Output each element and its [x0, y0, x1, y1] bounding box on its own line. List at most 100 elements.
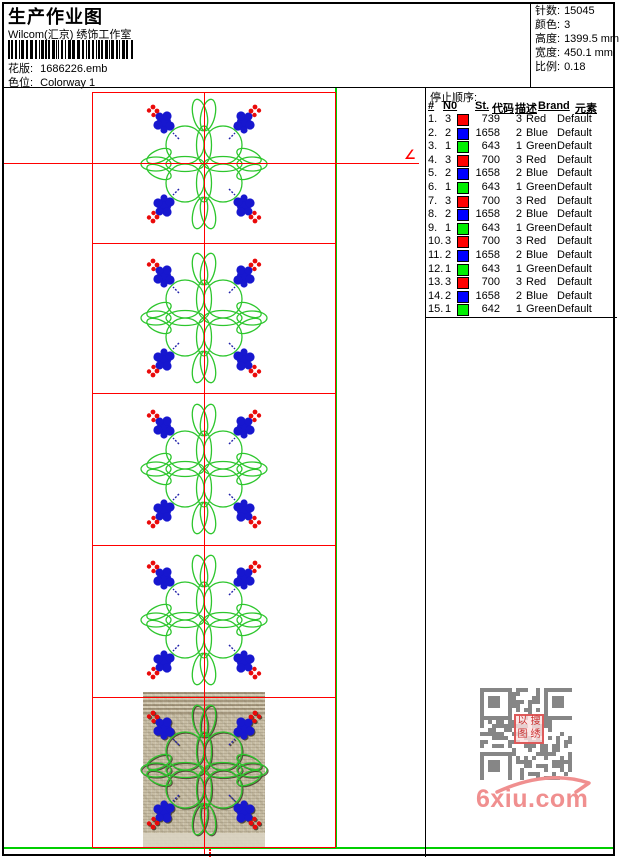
- color-swatch: [457, 222, 469, 235]
- color-swatch: [457, 304, 469, 317]
- thread-description: Green: [526, 181, 557, 193]
- table-row: 7. 3 700 3 Red Default: [425, 195, 618, 208]
- needle-number: 2: [445, 249, 452, 261]
- stop-sequence-title: 停止顺序:: [430, 92, 478, 104]
- thread-brand: Default: [557, 276, 592, 289]
- thread-brand: Default: [557, 194, 592, 207]
- needle-number: 1: [445, 303, 452, 316]
- thread-description: Red: [526, 153, 547, 166]
- tile-separator: [92, 545, 336, 546]
- colorway-label: 色位:: [8, 77, 34, 89]
- column-header: 元素: [575, 103, 597, 115]
- stat-label: 高度:: [535, 33, 561, 45]
- studio-subtitle: Wilcom(汇京) 绣饰工作室: [8, 29, 132, 41]
- thread-brand: Default: [557, 113, 592, 125]
- thread-brand: Default: [557, 140, 592, 153]
- stat-line: 针数: 15045: [535, 4, 619, 18]
- red-seal-stamp: 以 搜 图 绣: [514, 714, 544, 744]
- column-header: 描述: [515, 103, 537, 115]
- row-index: 4.: [428, 153, 438, 166]
- tile-separator: [92, 243, 336, 244]
- stitch-count: 700: [481, 153, 500, 166]
- stats-divider: [530, 2, 531, 87]
- table-row: 4. 3 700 3 Red Default: [425, 154, 618, 167]
- thread-description: Blue: [526, 126, 549, 139]
- needle-number: 3: [445, 153, 452, 166]
- column-header: Brand: [538, 100, 570, 112]
- color-swatch: [457, 250, 469, 262]
- thread-description: Red: [526, 276, 547, 289]
- stat-label: 颜色:: [535, 19, 561, 31]
- pattern-value: 1686226.emb: [40, 63, 108, 75]
- stamp-char: 绣: [530, 729, 541, 740]
- row-index: 5.: [428, 167, 438, 180]
- thread-code: 3: [515, 194, 522, 207]
- thread-description: Green: [526, 262, 557, 275]
- table-row: 6. 1 643 1 Green Default: [425, 181, 618, 194]
- color-swatch: [457, 277, 469, 290]
- stitch-count: 642: [481, 303, 500, 316]
- thread-code: 2: [515, 208, 522, 221]
- table-row: 1. 3 739 3 Red Default: [425, 113, 618, 126]
- thread-brand: Default: [557, 126, 592, 139]
- thread-brand: Default: [557, 249, 592, 261]
- row-index: 8.: [428, 208, 438, 221]
- thread-brand: Default: [557, 208, 592, 221]
- thread-code: 2: [515, 249, 522, 261]
- row-index: 15.: [428, 303, 444, 316]
- stamp-char: 以: [517, 716, 528, 727]
- thread-code: 1: [515, 303, 522, 316]
- thread-description: Red: [526, 194, 547, 207]
- needle-number: 2: [445, 167, 452, 180]
- stat-line: 宽度: 450.1 mm: [535, 46, 619, 60]
- color-swatch: [457, 290, 469, 303]
- thread-description: Blue: [526, 249, 549, 261]
- table-row: 13. 3 700 3 Red Default: [425, 276, 618, 290]
- thread-description: Red: [526, 235, 547, 248]
- needle-number: 2: [445, 289, 452, 302]
- column-header: #: [428, 100, 435, 112]
- row-index: 1.: [428, 113, 438, 125]
- table-row: 8. 2 1658 2 Blue Default: [425, 208, 618, 222]
- row-index: 2.: [428, 126, 438, 139]
- thread-brand: Default: [557, 235, 592, 248]
- row-index: 10.: [428, 235, 444, 248]
- needle-number: 1: [445, 262, 452, 275]
- stitch-count: 1658: [475, 167, 500, 180]
- row-index: 3.: [428, 140, 438, 153]
- row-index: 7.: [428, 194, 438, 207]
- thread-code: 1: [515, 140, 522, 153]
- stitch-count: 700: [481, 235, 500, 248]
- tile-separator: [92, 393, 336, 394]
- thread-description: Green: [526, 303, 557, 316]
- column-header: 代码: [492, 103, 514, 115]
- needle-number: 1: [445, 181, 452, 193]
- thread-brand: Default: [557, 181, 592, 193]
- table-row: 15. 1 642 1 Green Default: [425, 303, 618, 317]
- thread-description: Red: [526, 113, 547, 125]
- color-swatch: [457, 154, 469, 167]
- stitch-count: 700: [481, 194, 500, 207]
- hoop-vline-green: [335, 88, 337, 848]
- row-index: 9.: [428, 221, 438, 234]
- stat-line: 颜色: 3: [535, 18, 619, 32]
- stats-box: 针数: 15045 颜色: 3 高度: 1399.5 mm 宽度: 450.1 mm 比例: 0.…: [535, 4, 619, 74]
- stat-value: 15045: [564, 5, 595, 17]
- thread-code: 3: [515, 276, 522, 289]
- thread-code: 3: [515, 113, 522, 125]
- row-index: 14.: [428, 289, 444, 302]
- thread-brand: Default: [557, 221, 592, 234]
- color-swatch: [457, 195, 469, 208]
- watermark-swoosh: [495, 775, 591, 794]
- needle-number: 1: [445, 221, 452, 234]
- stamp-char: 搜: [530, 716, 541, 727]
- pattern-label: 花版:: [8, 63, 34, 75]
- column-header: N0: [443, 100, 458, 112]
- design-end-marker: ∠: [404, 147, 416, 162]
- colorway-value: Colorway 1: [40, 77, 96, 89]
- thread-description: Green: [526, 221, 557, 234]
- axis-dotted-tail: [209, 849, 211, 857]
- row-index: 12.: [428, 262, 444, 275]
- needle-number: 3: [445, 235, 452, 248]
- thread-brand: Default: [557, 167, 592, 180]
